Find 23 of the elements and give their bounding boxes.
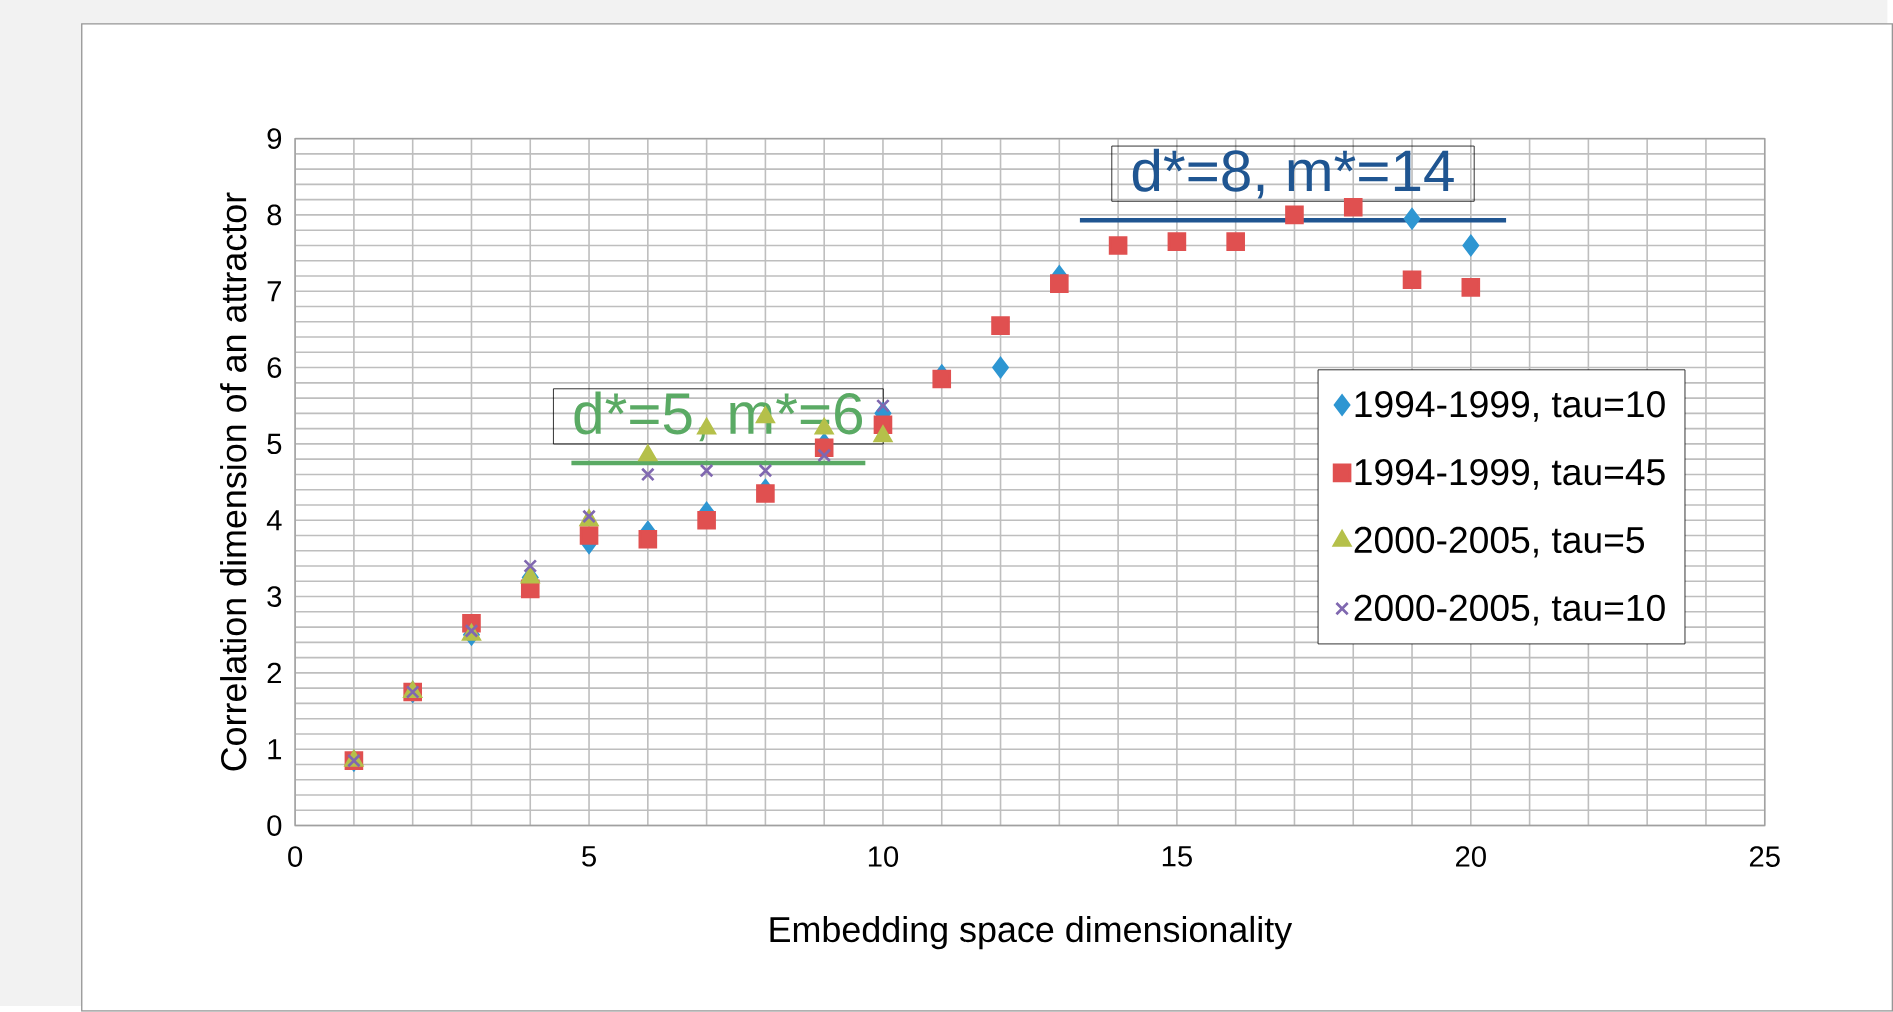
y-tick-label: 5 bbox=[267, 433, 282, 455]
x-tick-label: 20 bbox=[1456, 846, 1486, 868]
y-tick-label: 4 bbox=[266, 510, 282, 531]
x-tick-label: 25 bbox=[1749, 846, 1780, 868]
x-tick-label: 10 bbox=[868, 846, 899, 868]
legend-label: 1994-1999, tau=10 bbox=[1355, 391, 1665, 422]
legend-label: 2000-2005, tau=5 bbox=[1354, 526, 1645, 558]
x-axis-title: Embedding space dimensionality bbox=[770, 916, 1293, 950]
y-axis-title: Correlation dimension of an attractor bbox=[220, 192, 247, 771]
legend-label: 1994-1999, tau=45 bbox=[1355, 459, 1665, 490]
y-tick-label: 3 bbox=[267, 586, 282, 608]
x-tick-label: 15 bbox=[1162, 846, 1192, 867]
y-tick-label: 9 bbox=[267, 128, 282, 150]
x-tick-label: 0 bbox=[288, 846, 303, 868]
y-tick-label: 6 bbox=[267, 357, 282, 379]
x-tick-label: 5 bbox=[582, 846, 596, 867]
y-tick-label: 1 bbox=[268, 739, 282, 760]
legend-label: 2000-2005, tau=10 bbox=[1354, 594, 1665, 626]
y-tick-label: 2 bbox=[267, 662, 281, 684]
y-tick-label: 7 bbox=[267, 281, 281, 302]
y-tick-label: 0 bbox=[267, 815, 282, 837]
y-tick-label: 8 bbox=[267, 204, 282, 226]
annotation: d*=8, m*=14 bbox=[1132, 148, 1454, 199]
